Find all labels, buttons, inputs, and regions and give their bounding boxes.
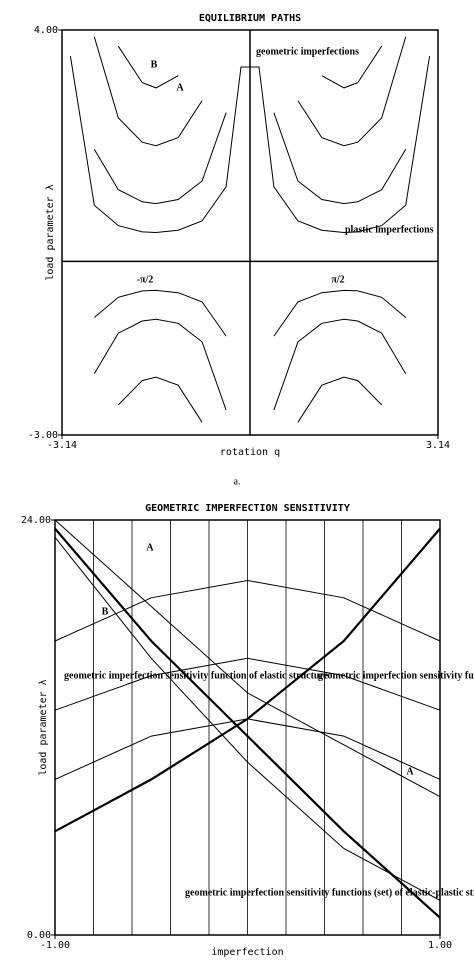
- curve: [117, 376, 383, 423]
- annotation: A: [146, 542, 154, 553]
- curve: [54, 527, 441, 919]
- annotation: plastic imperfections: [345, 224, 434, 235]
- curve: [54, 718, 441, 780]
- annotation: geometric imperfection sensitivity funct…: [185, 887, 474, 898]
- annotation: -π/2: [137, 274, 154, 285]
- x-tick-label: 3.14: [426, 440, 450, 451]
- y-tick-label: 24.00: [21, 515, 51, 526]
- caption: a.: [234, 476, 241, 487]
- x-tick-label: -3.14: [47, 440, 77, 451]
- curve: [93, 36, 407, 147]
- curve: [93, 289, 407, 337]
- curve: [54, 519, 441, 798]
- x-axis-label: rotation q: [220, 447, 280, 458]
- annotation: A: [176, 82, 184, 93]
- y-axis-label: load parameter λ: [45, 184, 56, 280]
- curve: [54, 579, 441, 642]
- y-axis-label: load parameter λ: [38, 679, 49, 775]
- x-axis-label: imperfection: [211, 947, 283, 958]
- curve: [54, 536, 441, 901]
- annotation: B: [151, 59, 158, 70]
- x-tick-label: 1.00: [428, 940, 452, 951]
- annotation: geometric imperfections: [256, 46, 359, 57]
- chart-title: EQUILIBRIUM PATHS: [199, 13, 301, 24]
- curve: [93, 318, 407, 411]
- curve: [93, 112, 407, 205]
- curve: [117, 45, 383, 89]
- annotation: geometric imperfection sensitivity funct…: [64, 670, 329, 681]
- annotation: B: [102, 606, 109, 617]
- annotation: A: [406, 766, 414, 777]
- annotation: geometric imperfection sensitivity funct…: [318, 670, 474, 681]
- annotation: π/2: [331, 274, 344, 285]
- x-tick-label: -1.00: [40, 940, 70, 951]
- chart-title: GEOMETRIC IMPERFECTION SENSITIVITY: [145, 503, 350, 514]
- curve: [54, 657, 441, 711]
- y-tick-label: 0.00: [27, 930, 51, 941]
- curve: [69, 55, 431, 234]
- y-tick-label: -3.00: [28, 430, 58, 441]
- y-tick-label: 4.00: [34, 25, 58, 36]
